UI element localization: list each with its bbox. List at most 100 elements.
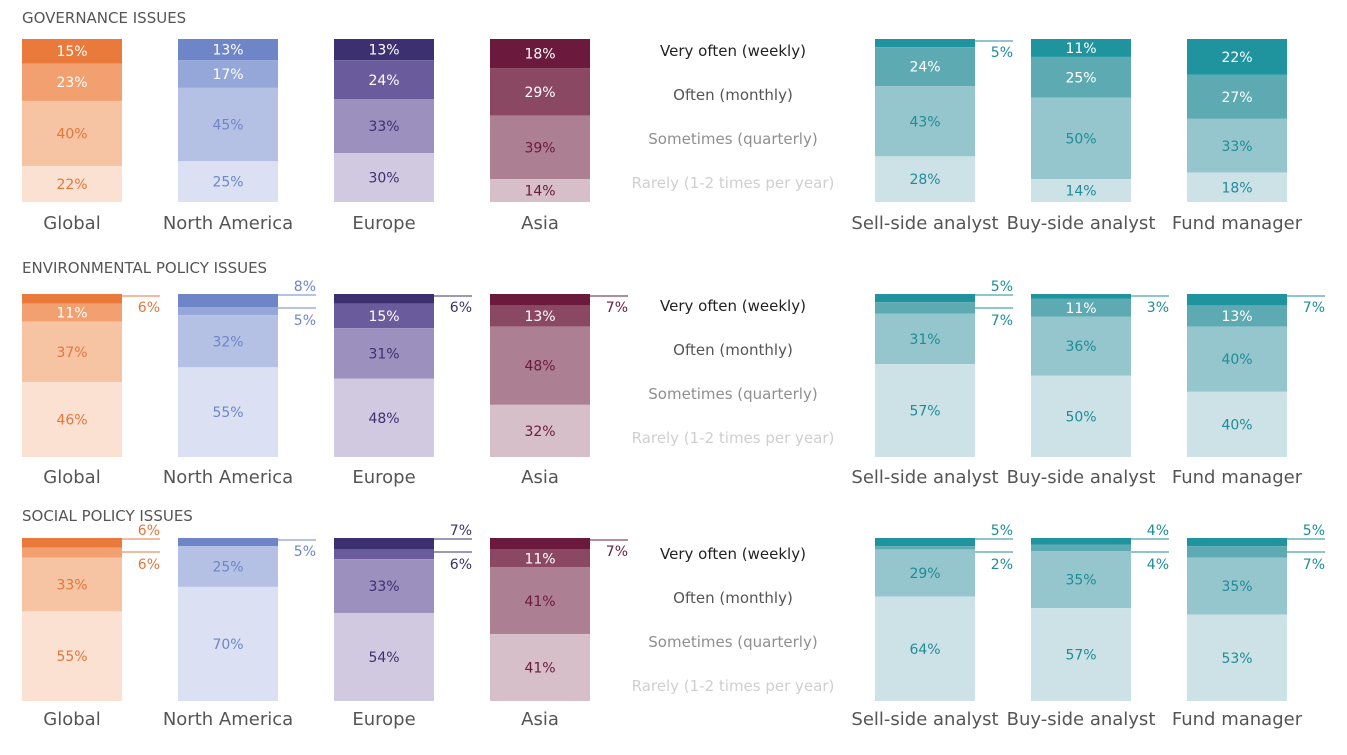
category-label: Europe bbox=[352, 213, 415, 234]
data-label: 36% bbox=[1065, 339, 1096, 355]
legend-entry: Sometimes (quarterly) bbox=[648, 130, 817, 148]
data-label: 24% bbox=[368, 73, 399, 89]
data-label: 5% bbox=[294, 544, 316, 560]
data-label: 43% bbox=[909, 114, 940, 130]
bar-segment bbox=[22, 382, 122, 457]
data-label: 33% bbox=[368, 579, 399, 595]
data-label: 22% bbox=[1221, 50, 1252, 66]
bar-segment bbox=[875, 549, 975, 597]
data-label: 48% bbox=[524, 359, 555, 375]
bar-segment bbox=[1187, 294, 1287, 306]
data-label: 32% bbox=[524, 424, 555, 440]
bar-segment bbox=[875, 313, 975, 365]
bar-segment bbox=[490, 294, 590, 306]
category-label: Global bbox=[43, 467, 100, 488]
bar-segment bbox=[875, 546, 975, 550]
category-label: Global bbox=[43, 213, 100, 234]
bar-segment bbox=[22, 557, 122, 612]
data-label: 33% bbox=[368, 119, 399, 135]
category-label: Sell-side analyst bbox=[851, 467, 998, 488]
bar-segment bbox=[1187, 391, 1287, 457]
bar-segment bbox=[178, 87, 278, 162]
data-label: 5% bbox=[1303, 523, 1325, 539]
legend-entry: Sometimes (quarterly) bbox=[648, 633, 817, 651]
legend-entry: Rarely (1-2 times per year) bbox=[632, 174, 835, 192]
bar-segment bbox=[178, 586, 278, 701]
category-label: Europe bbox=[352, 467, 415, 488]
data-label: 8% bbox=[294, 279, 316, 295]
data-label: 55% bbox=[56, 649, 87, 665]
bar-segment bbox=[1187, 546, 1287, 558]
data-label: 31% bbox=[909, 332, 940, 348]
data-label: 46% bbox=[56, 413, 87, 429]
bar-segment bbox=[875, 86, 975, 157]
data-label: 13% bbox=[524, 309, 555, 325]
data-label: 3% bbox=[1147, 300, 1169, 316]
bar-segment bbox=[1187, 326, 1287, 392]
bar-segment bbox=[1031, 179, 1131, 202]
data-label: 54% bbox=[368, 650, 399, 666]
legend-entry: Often (monthly) bbox=[673, 86, 793, 104]
data-label: 14% bbox=[524, 184, 555, 200]
data-label: 33% bbox=[1221, 139, 1252, 155]
data-label: 6% bbox=[450, 557, 472, 573]
legend-entry: Rarely (1-2 times per year) bbox=[632, 677, 835, 695]
data-label: 22% bbox=[56, 177, 87, 193]
bar-segment bbox=[490, 326, 590, 405]
data-label: 25% bbox=[212, 175, 243, 191]
bar-segment bbox=[334, 294, 434, 304]
data-label: 40% bbox=[1221, 417, 1252, 433]
bar-segment bbox=[1187, 39, 1287, 75]
data-label: 5% bbox=[991, 523, 1013, 539]
bar-segment bbox=[875, 596, 975, 701]
category-label: Buy-side analyst bbox=[1007, 709, 1156, 730]
bar-segment bbox=[22, 321, 122, 383]
data-label: 50% bbox=[1065, 409, 1096, 425]
bar-segment bbox=[22, 611, 122, 701]
bar-segment bbox=[490, 404, 590, 457]
data-label: 30% bbox=[368, 171, 399, 187]
bar-segment bbox=[1031, 39, 1131, 57]
data-label: 50% bbox=[1065, 131, 1096, 147]
data-label: 7% bbox=[450, 523, 472, 539]
bar-segment bbox=[490, 567, 590, 635]
bar-segment bbox=[1187, 118, 1287, 173]
data-label: 15% bbox=[56, 44, 87, 60]
data-label: 25% bbox=[212, 560, 243, 576]
bar-segment bbox=[334, 612, 434, 701]
data-label: 7% bbox=[606, 300, 628, 316]
data-label: 6% bbox=[138, 557, 160, 573]
category-label: Europe bbox=[352, 709, 415, 730]
bar-segment bbox=[334, 378, 434, 457]
bar-segment bbox=[1187, 557, 1287, 615]
bar-segment bbox=[178, 39, 278, 61]
data-label: 33% bbox=[56, 577, 87, 593]
bar-segment bbox=[1187, 305, 1287, 327]
bar-segment bbox=[334, 153, 434, 202]
data-label: 7% bbox=[991, 313, 1013, 329]
bar-segment bbox=[178, 367, 278, 457]
bar-segment bbox=[334, 538, 434, 550]
bar-segment bbox=[1187, 614, 1287, 701]
data-label: 6% bbox=[450, 300, 472, 316]
bar-segment bbox=[22, 166, 122, 202]
legend-entry: Very often (weekly) bbox=[660, 42, 806, 60]
data-label: 41% bbox=[524, 594, 555, 610]
data-label: 13% bbox=[212, 43, 243, 59]
bar-segment bbox=[1031, 298, 1131, 317]
bar-segment bbox=[22, 303, 122, 322]
data-label: 57% bbox=[909, 404, 940, 420]
bar-segment bbox=[178, 538, 278, 547]
category-label: North America bbox=[163, 467, 293, 488]
bar-segment bbox=[178, 315, 278, 368]
data-label: 29% bbox=[909, 566, 940, 582]
data-label: 32% bbox=[212, 334, 243, 350]
data-label: 6% bbox=[138, 523, 160, 539]
category-label: Buy-side analyst bbox=[1007, 213, 1156, 234]
data-label: 13% bbox=[1221, 309, 1252, 325]
bar-segment bbox=[875, 47, 975, 87]
data-label: 28% bbox=[909, 172, 940, 188]
data-label: 18% bbox=[524, 47, 555, 63]
data-label: 31% bbox=[368, 346, 399, 362]
data-label: 45% bbox=[212, 118, 243, 134]
